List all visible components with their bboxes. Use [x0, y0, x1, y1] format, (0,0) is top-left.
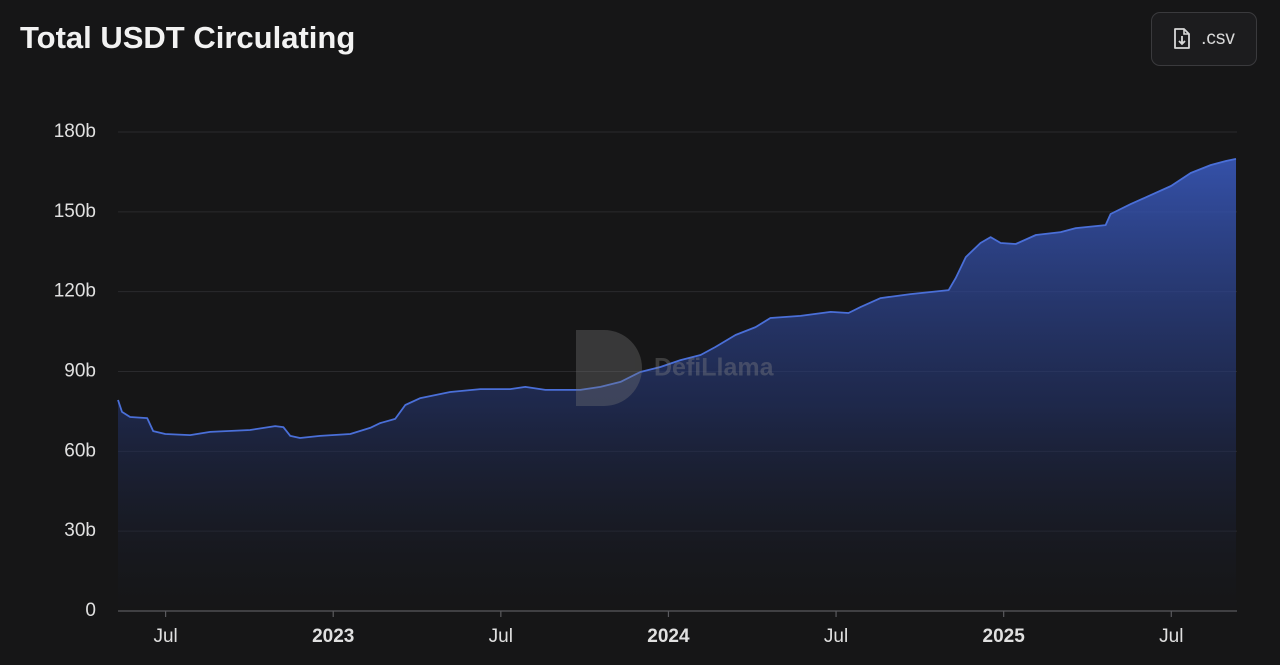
y-tick-label: 90b [64, 361, 96, 382]
area-line [117, 158, 1237, 439]
x-tick-label: Jul [489, 626, 513, 647]
x-tick-label: Jul [153, 626, 177, 647]
watermark-text: DefiLlama [654, 354, 775, 382]
chart-title: Total USDT Circulating [20, 20, 356, 55]
x-tick-label: Jul [824, 626, 848, 647]
y-tick-label: 0 [85, 600, 96, 621]
x-tick-label: 2025 [983, 626, 1026, 647]
x-tick-label: Jul [1159, 626, 1183, 647]
csv-download-button[interactable]: .csv [1151, 12, 1257, 66]
y-tick-label: 30b [64, 520, 96, 541]
csv-label: .csv [1201, 28, 1235, 49]
x-tick-label: 2023 [312, 626, 354, 647]
area-fill [118, 158, 1236, 611]
y-tick-label: 150b [54, 201, 96, 222]
x-tick-label: 2024 [647, 626, 690, 647]
watermark: DefiLlama [576, 330, 775, 406]
y-tick-label: 60b [64, 440, 96, 461]
download-icon [1174, 28, 1191, 49]
y-tick-label: 180b [54, 121, 96, 142]
y-tick-label: 120b [54, 281, 96, 302]
